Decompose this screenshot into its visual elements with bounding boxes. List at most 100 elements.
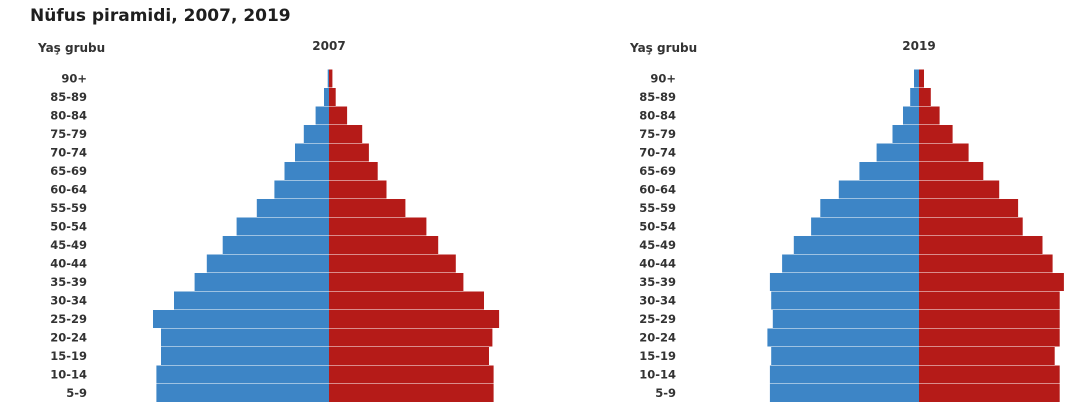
pyramid-2007-bar-right-20-24	[329, 329, 492, 347]
pyramid-2019-tick-label: 85-89	[639, 90, 676, 104]
pyramid-2007-bar-right-50-54	[329, 218, 426, 236]
pyramid-2019-bar-right-45-49	[919, 236, 1043, 254]
pyramid-2007-tick-label: 75-79	[50, 127, 87, 141]
pyramid-2019-bar-right-75-79	[919, 125, 953, 143]
pyramid-2007-tick-label: 85-89	[50, 90, 87, 104]
pyramid-2019-bar-right-5-9	[919, 384, 1060, 402]
pyramid-2007-bar-left-60-64	[274, 181, 329, 199]
pyramid-2007-tick-label: 35-39	[50, 275, 87, 289]
pyramid-2007-bar-left-25-29	[153, 310, 329, 328]
pyramid-2019-bar-right-55-59	[919, 199, 1018, 217]
pyramid-2007-tick-label: 50-54	[50, 220, 87, 234]
pyramid-2007-bar-left-15-19	[161, 347, 329, 365]
pyramid-2007-tick-label: 15-19	[50, 349, 87, 363]
pyramid-2019-bar-right-85-89	[919, 88, 931, 106]
pyramid-2019-bar-left-55-59	[820, 199, 919, 217]
pyramid-2019-bar-left-80-84	[903, 107, 919, 125]
pyramid-2019-bar-left-15-19	[771, 347, 919, 365]
pyramid-2007-tick-label: 80-84	[50, 109, 87, 123]
pyramid-2007-bar-right-10-14	[329, 366, 494, 384]
pyramid-2007-bar-left-20-24	[161, 329, 329, 347]
pyramid-2019-bar-left-60-64	[839, 181, 919, 199]
pyramid-2019-bar-right-20-24	[919, 329, 1060, 347]
pyramid-2019-tick-label: 75-79	[639, 127, 676, 141]
pyramid-2019-tick-label: 60-64	[639, 183, 676, 197]
pyramid-2007-title: 2007	[312, 39, 345, 53]
pyramid-2019-tick-label: 10-14	[639, 368, 676, 382]
pyramid-2007-bar-right-25-29	[329, 310, 499, 328]
pyramid-2019-tick-label: 25-29	[639, 312, 676, 326]
pyramid-2019-bar-right-65-69	[919, 162, 983, 180]
pyramid-2007-tick-label: 90+	[61, 72, 87, 86]
pyramid-2019-tick-label: 90+	[650, 72, 676, 86]
pyramid-2019-bar-left-20-24	[767, 329, 919, 347]
pyramid-2007-bar-right-60-64	[329, 181, 387, 199]
pyramid-2019-bar-left-10-14	[770, 366, 919, 384]
pyramid-2019-tick-label: 30-34	[639, 294, 676, 308]
pyramid-2007-bar-right-15-19	[329, 347, 489, 365]
pyramid-2019-tick-label: 80-84	[639, 109, 676, 123]
pyramid-2007-bar-left-45-49	[223, 236, 329, 254]
pyramid-2007-tick-label: 20-24	[50, 331, 87, 345]
pyramid-2007-bar-left-50-54	[237, 218, 329, 236]
pyramid-2007-bar-right-55-59	[329, 199, 405, 217]
pyramid-2007-bar-right-80-84	[329, 107, 347, 125]
pyramid-2019-bar-left-5-9	[770, 384, 919, 402]
pyramid-2007-bar-left-5-9	[156, 384, 329, 402]
pyramid-2007-tick-label: 55-59	[50, 201, 87, 215]
pyramid-2007-bar-left-55-59	[257, 199, 329, 217]
pyramid-2019-bar-left-90+	[914, 70, 919, 88]
pyramid-2019-tick-label: 55-59	[639, 201, 676, 215]
pyramid-2019-bar-left-70-74	[877, 144, 919, 162]
pyramid-2019-bar-left-25-29	[773, 310, 919, 328]
pyramid-2007-bar-left-90+	[328, 70, 329, 88]
pyramid-2007-bar-right-40-44	[329, 255, 456, 273]
pyramid-2019-bar-right-10-14	[919, 366, 1060, 384]
pyramid-2007-bar-right-90+	[329, 70, 332, 88]
pyramid-2007-tick-label: 5-9	[66, 386, 87, 400]
pyramid-2019-tick-label: 20-24	[639, 331, 676, 345]
pyramid-2019-bar-right-60-64	[919, 181, 999, 199]
pyramid-2019-tick-label: 70-74	[639, 146, 676, 160]
pyramid-2019-bar-right-30-34	[919, 292, 1060, 310]
pyramid-2019-bar-left-35-39	[770, 273, 919, 291]
pyramid-2007-ylabel: Yaş grubu	[37, 41, 105, 55]
pyramid-2019-tick-label: 35-39	[639, 275, 676, 289]
pyramid-2007-bar-left-10-14	[156, 366, 329, 384]
pyramid-2019-bar-left-40-44	[782, 255, 919, 273]
pyramid-2019-bar-left-50-54	[811, 218, 919, 236]
pyramid-2019-bar-right-70-74	[919, 144, 969, 162]
pyramid-2007-tick-label: 45-49	[50, 238, 87, 252]
pyramid-2019-bar-right-80-84	[919, 107, 940, 125]
pyramid-2019-tick-label: 15-19	[639, 349, 676, 363]
pyramid-2019-tick-label: 50-54	[639, 220, 676, 234]
pyramid-2007-bar-right-65-69	[329, 162, 378, 180]
pyramid-2019-bar-right-25-29	[919, 310, 1060, 328]
pyramid-2007-bar-left-35-39	[195, 273, 329, 291]
pyramid-2019-bar-right-35-39	[919, 273, 1064, 291]
pyramid-2007-tick-label: 30-34	[50, 294, 87, 308]
pyramid-2007-bar-right-70-74	[329, 144, 369, 162]
pyramid-2007-bar-left-70-74	[295, 144, 329, 162]
pyramid-2007-tick-label: 25-29	[50, 312, 87, 326]
pyramid-2019-tick-label: 45-49	[639, 238, 676, 252]
pyramid-2007-bar-right-30-34	[329, 292, 484, 310]
pyramid-2019-bar-right-40-44	[919, 255, 1053, 273]
pyramid-2007-tick-label: 40-44	[50, 257, 87, 271]
pyramid-2019-bar-right-90+	[919, 70, 924, 88]
pyramid-2019-ylabel: Yaş grubu	[629, 41, 697, 55]
pyramid-2007-tick-label: 65-69	[50, 164, 87, 178]
pyramid-2007-bar-left-65-69	[285, 162, 330, 180]
pyramid-2007-tick-label: 70-74	[50, 146, 87, 160]
pyramid-2019-bar-left-85-89	[910, 88, 919, 106]
pyramid-2019-bar-left-65-69	[859, 162, 919, 180]
pyramid-2007-bar-right-5-9	[329, 384, 494, 402]
pyramid-2019-bar-right-15-19	[919, 347, 1055, 365]
pyramid-2019-bar-right-50-54	[919, 218, 1023, 236]
pyramid-2007-tick-label: 10-14	[50, 368, 87, 382]
pyramid-2019-bar-left-45-49	[794, 236, 919, 254]
pyramid-2019-tick-label: 40-44	[639, 257, 676, 271]
pyramid-2007-bar-left-40-44	[207, 255, 329, 273]
pyramid-2007-bar-right-85-89	[329, 88, 336, 106]
